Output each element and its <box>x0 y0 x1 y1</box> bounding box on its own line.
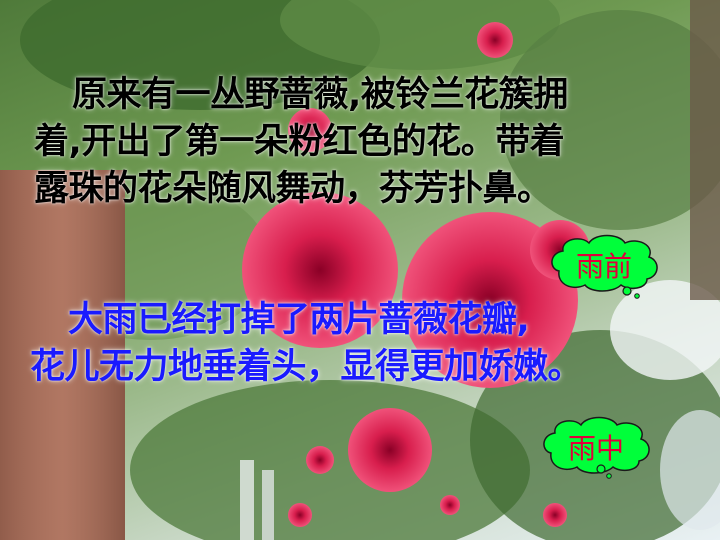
paragraph-line: 着,开出了第一朵粉红色的花。带着 <box>34 122 565 162</box>
paragraph-during-rain: 大雨已经打掉了两片蔷薇花瓣, 花儿无力地垂着头，显得更加娇嫩。 <box>30 297 583 391</box>
paragraph-line: 原来有一丛野蔷薇,被铃兰花簇拥 <box>72 75 568 115</box>
during-rain-tag[interactable]: 雨中 <box>537 415 655 479</box>
cloud-bubble-icon <box>543 416 650 479</box>
cloud-bubble-icon <box>551 234 658 299</box>
paragraph-line: 花儿无力地垂着头，显得更加娇嫩。 <box>30 347 583 387</box>
during-rain-label: 雨中 <box>567 432 624 465</box>
paragraph-before-rain: 原来有一丛野蔷薇,被铃兰花簇拥 着,开出了第一朵粉红色的花。带着 露珠的花朵随风… <box>34 72 568 213</box>
paragraph-line: 大雨已经打掉了两片蔷薇花瓣, <box>68 300 530 340</box>
paragraph-line: 露珠的花朵随风舞动，芬芳扑鼻。 <box>34 169 552 209</box>
before-rain-label: 雨前 <box>575 250 632 283</box>
before-rain-tag[interactable]: 雨前 <box>545 233 663 299</box>
